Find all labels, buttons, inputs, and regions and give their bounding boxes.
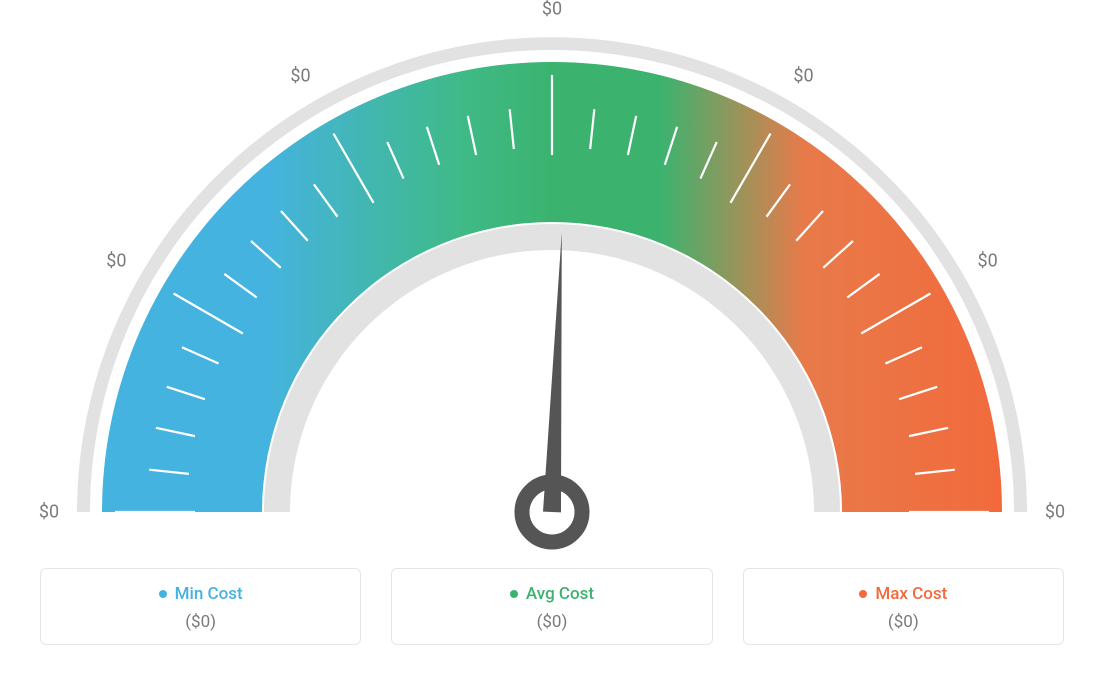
legend-dot-min <box>159 590 167 598</box>
legend-dot-avg <box>510 590 518 598</box>
legend-label-min: Min Cost <box>175 584 243 604</box>
legend-value-min: ($0) <box>51 612 350 632</box>
gauge-tick-label: $0 <box>290 66 310 87</box>
legend-label-avg: Avg Cost <box>526 584 594 604</box>
gauge-tick-label: $0 <box>542 0 562 20</box>
legend-row: Min Cost ($0) Avg Cost ($0) Max Cost ($0… <box>0 568 1104 645</box>
gauge-tick-label: $0 <box>1045 502 1065 523</box>
gauge-tick-label: $0 <box>793 66 813 87</box>
legend-card-max: Max Cost ($0) <box>743 568 1064 645</box>
legend-card-min: Min Cost ($0) <box>40 568 361 645</box>
legend-title-max: Max Cost <box>859 584 947 604</box>
gauge-tick-label: $0 <box>977 250 997 271</box>
gauge-tick-label: $0 <box>106 250 126 271</box>
legend-card-avg: Avg Cost ($0) <box>391 568 712 645</box>
gauge-svg <box>0 0 1104 560</box>
legend-title-min: Min Cost <box>159 584 243 604</box>
gauge-tick-label: $0 <box>39 502 59 523</box>
legend-dot-max <box>859 590 867 598</box>
legend-value-max: ($0) <box>754 612 1053 632</box>
legend-title-avg: Avg Cost <box>510 584 594 604</box>
gauge-chart: $0 $0 $0 $0 $0 $0 $0 <box>0 0 1104 560</box>
legend-value-avg: ($0) <box>402 612 701 632</box>
legend-label-max: Max Cost <box>875 584 947 604</box>
